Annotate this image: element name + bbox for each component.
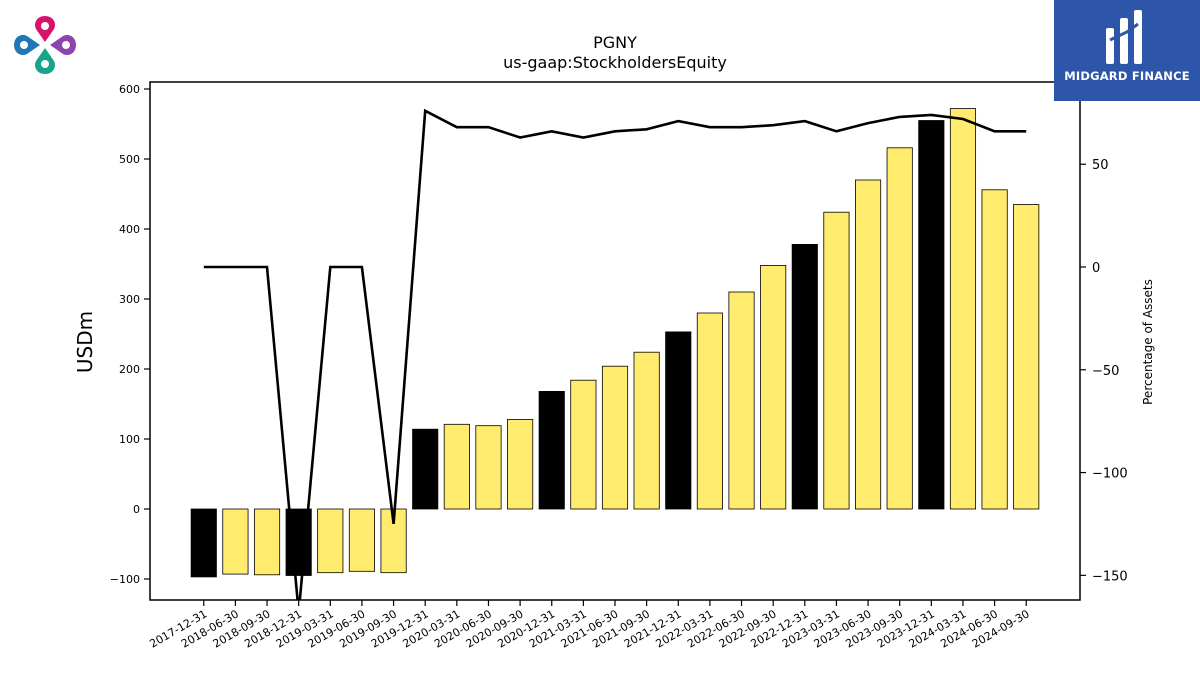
y-tick-label: 600 — [119, 83, 140, 96]
y-tick-label: 0 — [133, 503, 140, 516]
line-path — [203, 108, 1027, 600]
bar — [949, 108, 977, 510]
y-tick-label: 100 — [119, 433, 140, 446]
bar — [190, 508, 217, 578]
bar — [253, 508, 281, 576]
bar — [981, 189, 1008, 510]
bar — [633, 351, 660, 510]
bar — [317, 508, 344, 574]
bar — [475, 425, 502, 510]
bar — [791, 243, 818, 510]
bar — [538, 390, 565, 510]
clover-logo — [14, 16, 76, 74]
bar — [728, 291, 755, 510]
bar — [855, 179, 882, 510]
bar — [1013, 204, 1040, 510]
midgard-logo-icon — [1106, 10, 1142, 64]
y-axis: −100 0 100 200 300 400 500 600 — [110, 83, 150, 586]
y-tick-label: 200 — [119, 363, 140, 376]
y-tick-label: 500 — [119, 153, 140, 166]
brand-badge: MIDGARD FINANCE — [1054, 0, 1200, 101]
bar — [760, 264, 787, 510]
chart-title: PGNY — [593, 33, 637, 52]
bar — [886, 147, 913, 510]
bar — [507, 418, 534, 510]
y-tick-label: −100 — [110, 573, 140, 586]
y-axis-label: USDm — [73, 311, 97, 373]
bar — [412, 428, 439, 510]
bar — [443, 423, 470, 510]
bar — [348, 508, 375, 572]
bar — [665, 331, 692, 510]
y2-tick-label: −150 — [1092, 569, 1128, 584]
y-tick-label: 400 — [119, 223, 140, 236]
line-series — [203, 108, 1027, 600]
x-axis: 2017-12-312018-06-302018-09-302018-12-31… — [147, 600, 1032, 651]
y2-tick-label: −50 — [1092, 364, 1119, 379]
y2-axis-label: Percentage of Assets — [1141, 279, 1155, 405]
chart-subtitle: us-gaap:StockholdersEquity — [503, 53, 727, 72]
y2-tick-label: −100 — [1092, 467, 1128, 482]
bar — [918, 120, 945, 510]
bar — [696, 312, 723, 510]
brand-name: MIDGARD FINANCE — [1064, 69, 1190, 83]
y2-tick-label: 50 — [1092, 158, 1109, 173]
bar-series — [190, 108, 1040, 578]
y-tick-label: 300 — [119, 293, 140, 306]
bar — [570, 379, 597, 510]
bar — [823, 211, 850, 510]
y2-tick-label: 0 — [1092, 261, 1100, 276]
y2-axis: −150 −100 −50 0 50 — [1080, 158, 1128, 584]
bar — [222, 508, 249, 575]
bar — [601, 365, 629, 510]
